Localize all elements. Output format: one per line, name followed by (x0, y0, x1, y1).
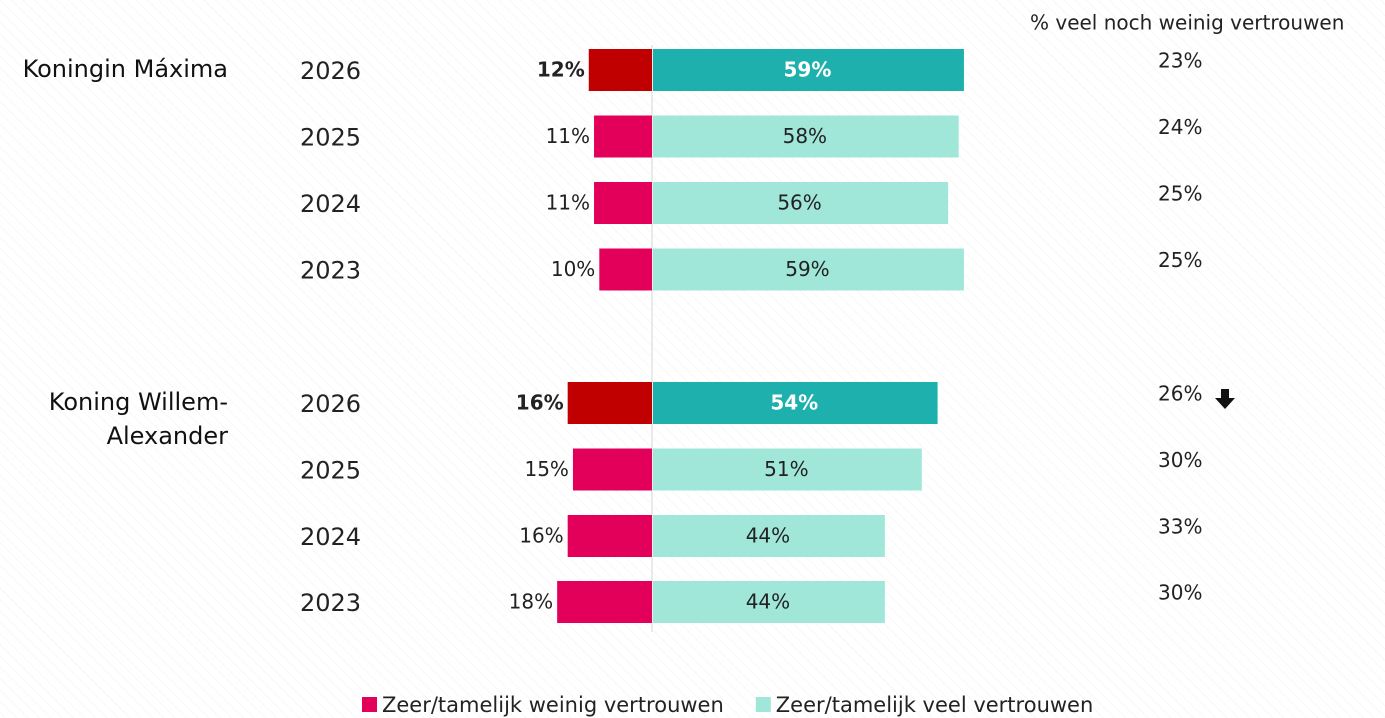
value-label: 44% (746, 590, 790, 614)
year-label: 2024 (300, 523, 361, 551)
bar (653, 581, 885, 623)
neutral-title: % veel noch weinig vertrouwen (1030, 11, 1344, 35)
bar (594, 115, 652, 158)
bar (653, 182, 949, 224)
neutral-label: 26% (1158, 382, 1202, 406)
neutral-label: 25% (1158, 248, 1202, 272)
value-label: 51% (764, 457, 808, 481)
neutral-label: 30% (1158, 581, 1202, 605)
legend-label: Zeer/tamelijk weinig vertrouwen (382, 693, 724, 717)
value-label: 15% (524, 457, 568, 481)
bar (653, 115, 959, 158)
value-label: 10% (551, 257, 595, 281)
value-label: 12% (537, 58, 585, 82)
year-label: 2026 (300, 390, 361, 418)
value-label: 44% (746, 524, 790, 548)
bar (567, 382, 652, 424)
bar (653, 49, 964, 91)
legend-swatch (755, 697, 771, 712)
year-label: 2025 (300, 457, 361, 485)
value-label: 11% (546, 124, 590, 148)
bar (599, 248, 652, 291)
bar (653, 448, 922, 491)
value-label: 56% (777, 191, 821, 215)
bar (653, 248, 964, 291)
value-label: 18% (509, 590, 553, 614)
bar (594, 182, 652, 224)
legend-label: Zeer/tamelijk veel vertrouwen (776, 693, 1093, 717)
bar (588, 49, 652, 91)
value-label: 58% (783, 124, 827, 148)
value-label: 59% (784, 58, 832, 82)
group-label: Koning Willem-Alexander (48, 388, 228, 450)
neutral-label: 25% (1158, 182, 1202, 206)
down-arrow (1215, 389, 1235, 409)
bar (653, 515, 885, 557)
year-label: 2026 (300, 57, 361, 85)
value-label: 16% (519, 524, 563, 548)
year-label: 2024 (300, 190, 361, 218)
value-label: 59% (785, 257, 829, 281)
year-label: 2023 (300, 589, 361, 617)
bar (557, 581, 652, 623)
legend-swatch (362, 697, 377, 712)
bar (653, 382, 938, 424)
value-label: 54% (770, 391, 818, 415)
neutral-label: 23% (1158, 49, 1202, 73)
group-label: Koningin Máxima (22, 55, 228, 83)
bar (567, 515, 652, 557)
neutral-label: 24% (1158, 115, 1202, 139)
value-label: 16% (516, 391, 564, 415)
neutral-label: 30% (1158, 448, 1202, 472)
year-label: 2025 (300, 124, 361, 152)
neutral-label: 33% (1158, 515, 1202, 539)
value-label: 11% (546, 191, 590, 215)
year-label: 2023 (300, 257, 361, 285)
bar (572, 448, 652, 491)
